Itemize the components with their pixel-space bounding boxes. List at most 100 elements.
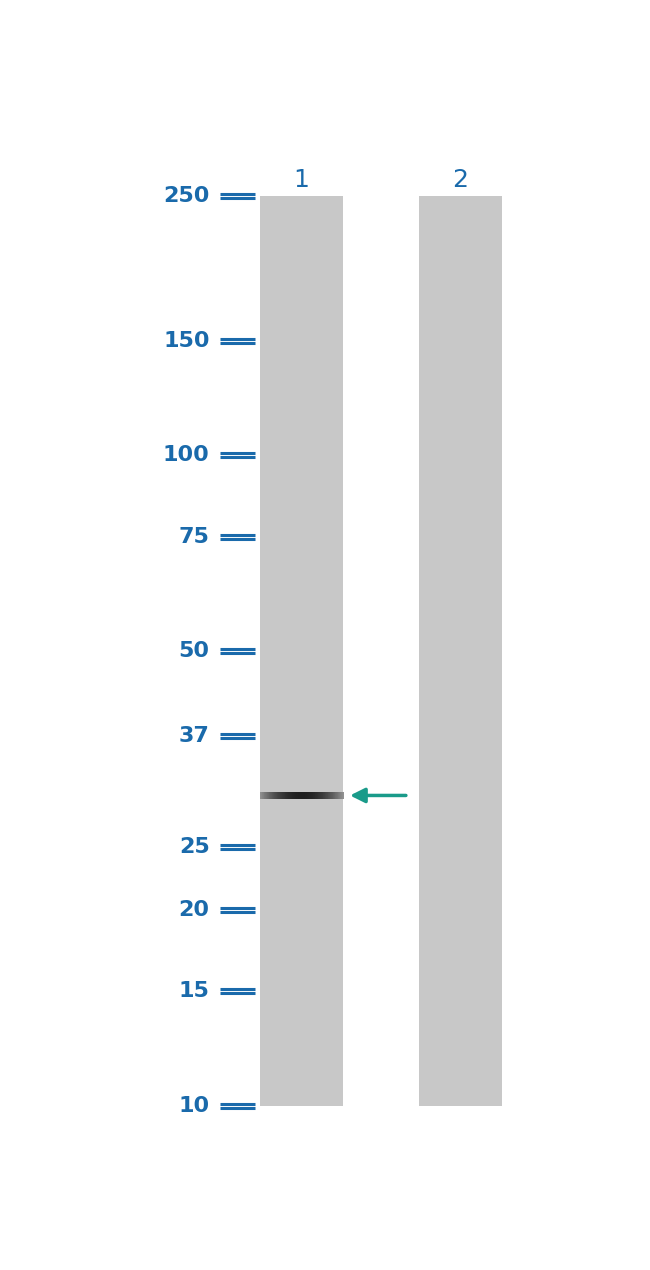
Text: 150: 150: [163, 330, 210, 351]
Bar: [341, 791, 342, 799]
Bar: [272, 791, 273, 799]
Bar: [334, 791, 335, 799]
Bar: [339, 791, 340, 799]
Bar: [269, 791, 270, 799]
Bar: [285, 791, 286, 799]
Bar: [270, 791, 271, 799]
Bar: [327, 791, 328, 799]
Bar: [326, 791, 327, 799]
Bar: [320, 791, 321, 799]
Bar: [263, 791, 264, 799]
Bar: [260, 197, 343, 1106]
Bar: [306, 791, 307, 799]
Bar: [285, 791, 286, 799]
Bar: [298, 791, 299, 799]
Bar: [266, 791, 268, 799]
Bar: [419, 197, 502, 1106]
Text: 100: 100: [163, 446, 210, 465]
Bar: [301, 791, 302, 799]
Bar: [324, 791, 325, 799]
Bar: [297, 791, 298, 799]
Bar: [277, 791, 278, 799]
Bar: [319, 791, 320, 799]
Bar: [332, 791, 333, 799]
Bar: [315, 791, 317, 799]
Bar: [343, 791, 344, 799]
Bar: [328, 791, 329, 799]
Bar: [322, 791, 323, 799]
Bar: [277, 791, 278, 799]
Bar: [317, 791, 318, 799]
Text: 25: 25: [179, 837, 210, 857]
Text: 75: 75: [179, 527, 210, 546]
Bar: [271, 791, 272, 799]
Bar: [273, 791, 274, 799]
Bar: [279, 791, 280, 799]
Bar: [281, 791, 282, 799]
Bar: [268, 791, 270, 799]
Bar: [291, 791, 292, 799]
Bar: [299, 791, 300, 799]
Bar: [323, 791, 324, 799]
Bar: [334, 791, 335, 799]
Bar: [332, 791, 333, 799]
Bar: [286, 791, 287, 799]
Bar: [342, 791, 343, 799]
Bar: [311, 791, 312, 799]
Bar: [323, 791, 324, 799]
Bar: [324, 791, 325, 799]
Bar: [311, 791, 312, 799]
Bar: [305, 791, 306, 799]
Bar: [308, 791, 309, 799]
Text: 37: 37: [179, 726, 210, 747]
Bar: [292, 791, 293, 799]
Bar: [317, 791, 318, 799]
Bar: [309, 791, 311, 799]
Bar: [283, 791, 285, 799]
Bar: [317, 791, 318, 799]
Text: 50: 50: [179, 641, 210, 662]
Bar: [296, 791, 298, 799]
Bar: [287, 791, 289, 799]
Bar: [296, 791, 297, 799]
Text: 2: 2: [452, 168, 468, 192]
Bar: [292, 791, 293, 799]
Bar: [337, 791, 338, 799]
Bar: [340, 791, 341, 799]
Bar: [274, 791, 275, 799]
Bar: [337, 791, 339, 799]
Bar: [311, 791, 313, 799]
Bar: [328, 791, 330, 799]
Bar: [262, 791, 263, 799]
Text: 20: 20: [179, 900, 210, 919]
Bar: [276, 791, 277, 799]
Bar: [283, 791, 284, 799]
Bar: [333, 791, 334, 799]
Bar: [263, 791, 264, 799]
Bar: [267, 791, 268, 799]
Bar: [313, 791, 314, 799]
Bar: [295, 791, 296, 799]
Bar: [309, 791, 310, 799]
Bar: [286, 791, 287, 799]
Bar: [272, 791, 273, 799]
Text: 10: 10: [179, 1096, 210, 1116]
Bar: [266, 791, 267, 799]
Bar: [335, 791, 337, 799]
Text: 1: 1: [294, 168, 309, 192]
Bar: [333, 791, 334, 799]
Bar: [329, 791, 330, 799]
Bar: [264, 791, 265, 799]
Bar: [329, 791, 330, 799]
Bar: [264, 791, 265, 799]
Bar: [314, 791, 315, 799]
Bar: [330, 791, 331, 799]
Bar: [312, 791, 313, 799]
Bar: [260, 791, 261, 799]
Bar: [324, 791, 326, 799]
Bar: [339, 791, 340, 799]
Bar: [289, 791, 291, 799]
Bar: [342, 791, 343, 799]
Bar: [291, 791, 292, 799]
Bar: [300, 791, 301, 799]
